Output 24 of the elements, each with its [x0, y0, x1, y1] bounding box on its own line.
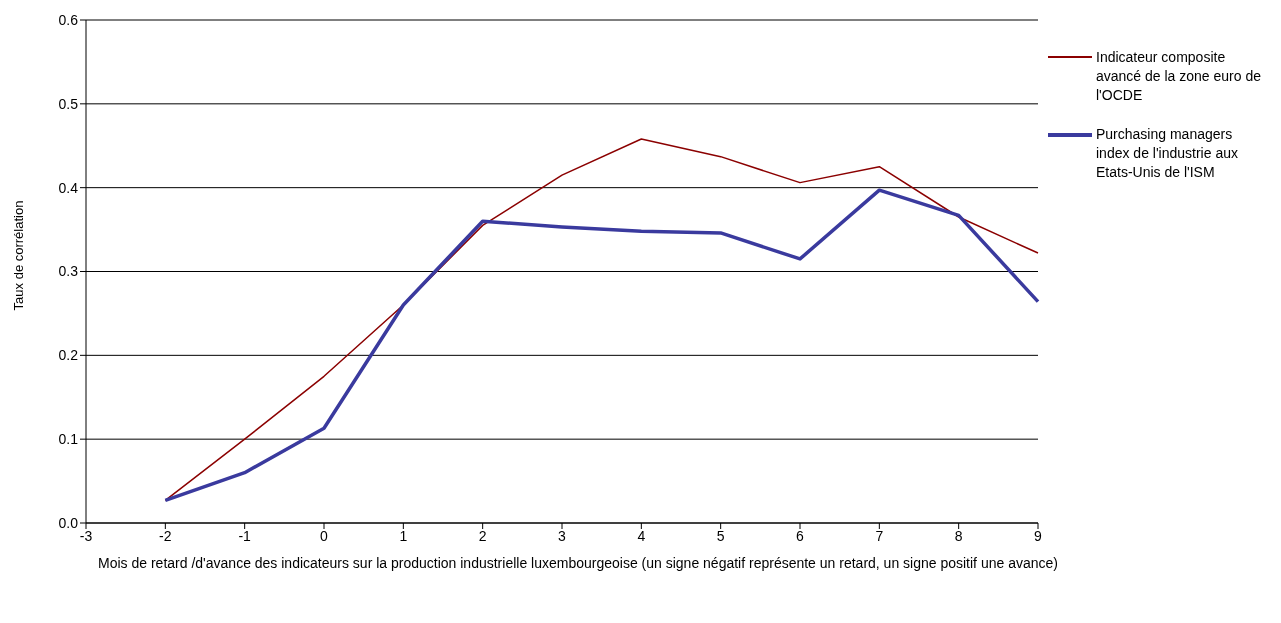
x-tick-label: 8	[954, 527, 963, 544]
x-tick-label: 6	[796, 527, 805, 544]
x-tick-label: 2	[478, 527, 487, 544]
x-tick-label: -1	[238, 527, 252, 544]
y-tick-label: 0.5	[58, 95, 79, 112]
y-tick-label: 0.6	[58, 11, 79, 28]
x-tick-label: 4	[637, 527, 646, 544]
y-axis-title: Taux de corrélation	[10, 199, 26, 313]
y-tick-label: 0.0	[58, 514, 79, 531]
x-tick-label: 5	[716, 527, 725, 544]
x-axis-title: Mois de retard /d'avance des indicateurs sur la production industrielle luxembourgeoise (un signe négatif représente un retard, un signe positif une avance)	[97, 554, 1059, 573]
y-tick-label: 0.3	[58, 263, 79, 280]
x-tick-label: -3	[79, 527, 93, 544]
x-tick-label: 1	[399, 527, 408, 544]
x-tick-label: 9	[1034, 527, 1043, 544]
x-tick-label: 3	[558, 527, 567, 544]
y-tick-label: 0.2	[58, 347, 79, 364]
legend-label: Indicateur composite avancé de la zone euro de l'OCDE	[1096, 48, 1262, 105]
y-tick-label: 0.1	[58, 431, 79, 448]
x-tick-label: 0	[320, 527, 329, 544]
y-tick-label: 0.4	[58, 179, 79, 196]
x-tick-label: -2	[159, 527, 172, 544]
legend-label: Purchasing managers index de l'industrie aux Etats-Unis de l'ISM	[1096, 125, 1239, 182]
x-tick-label: 7	[875, 527, 884, 544]
